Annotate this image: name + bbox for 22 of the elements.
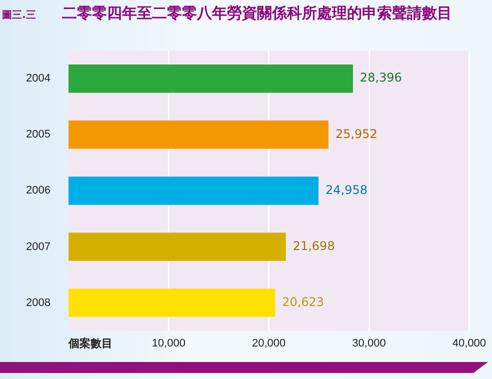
data-label: 28,396 — [360, 70, 402, 85]
bar — [68, 176, 318, 205]
y-tick-label: 2005 — [26, 128, 50, 141]
bar — [68, 120, 328, 149]
y-tick-label: 2004 — [26, 72, 50, 85]
data-label: 24,958 — [325, 182, 368, 197]
y-tick-label: 2008 — [26, 296, 50, 309]
data-label: 20,623 — [282, 294, 324, 309]
data-label: 25,952 — [335, 126, 378, 141]
y-tick-label: 2007 — [26, 240, 50, 253]
x-tick-label: 10,000 — [152, 337, 186, 350]
text: 圖三.三 — [2, 9, 36, 22]
data-label: 21,698 — [292, 238, 335, 253]
x-tick-label: 40,000 — [452, 337, 486, 350]
chart-title: 二零零四年至二零零八年勞資關係科所處理的申索聲請數目 — [62, 4, 452, 23]
x-axis-title: 個案數目 — [67, 337, 112, 350]
bar — [68, 288, 276, 317]
x-tick-label: 20,000 — [252, 337, 286, 350]
bar — [68, 64, 353, 93]
x-tick-label: 30,000 — [352, 337, 386, 350]
bar — [68, 232, 286, 261]
y-tick-label: 2006 — [26, 184, 50, 197]
